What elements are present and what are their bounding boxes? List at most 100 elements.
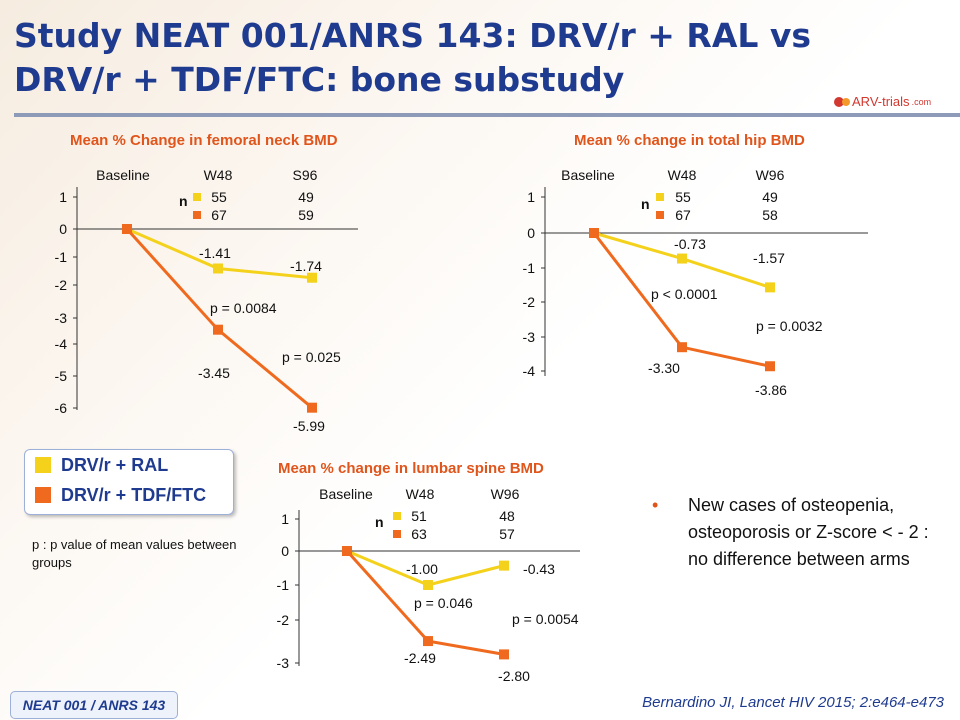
n-value: 49 bbox=[298, 189, 314, 205]
data-point bbox=[765, 282, 775, 293]
data-label: -3.86 bbox=[755, 382, 787, 398]
y-tick-label: 1 bbox=[527, 189, 535, 205]
x-category-label: W48 bbox=[204, 167, 233, 183]
y-tick-label: -1 bbox=[277, 577, 290, 593]
baseline-point bbox=[122, 224, 132, 234]
y-tick-label: 0 bbox=[281, 543, 289, 559]
y-tick-label: 0 bbox=[527, 225, 535, 241]
bullet-icon: • bbox=[652, 495, 659, 515]
y-tick-label: -2 bbox=[523, 294, 536, 310]
x-category-label: W96 bbox=[756, 167, 785, 183]
data-point bbox=[499, 560, 509, 571]
y-tick-label: -3 bbox=[277, 655, 290, 671]
logo-suffix: .com bbox=[911, 96, 932, 107]
logo-circle-icon bbox=[834, 96, 844, 107]
slide-title-line2: DRV/r + TDF/FTC: bone substudy bbox=[14, 60, 625, 99]
p-value-note: p : p value of mean values between group… bbox=[32, 537, 237, 570]
data-label: -3.30 bbox=[648, 360, 680, 376]
data-point bbox=[677, 253, 687, 264]
legend: DRV/r + RAL DRV/r + TDF/FTC bbox=[24, 449, 234, 515]
n-label: n bbox=[641, 196, 650, 212]
y-tick-label: -1 bbox=[523, 260, 536, 276]
legend-swatch-tdf bbox=[35, 487, 51, 503]
n-value: 63 bbox=[411, 526, 427, 542]
y-tick-label: -1 bbox=[55, 249, 68, 265]
n-value: 49 bbox=[762, 189, 778, 205]
n-value: 48 bbox=[499, 508, 515, 524]
data-label: -0.73 bbox=[674, 236, 706, 252]
p-value-label: p = 0.0084 bbox=[210, 300, 277, 316]
x-category-label: W48 bbox=[406, 486, 435, 502]
n-swatch bbox=[393, 530, 401, 538]
data-label: -1.57 bbox=[753, 250, 785, 266]
n-swatch bbox=[656, 211, 664, 219]
study-footer-label: NEAT 001 / ANRS 143 bbox=[10, 691, 178, 719]
baseline-point bbox=[342, 546, 352, 556]
chart-title-femoral-neck: Mean % Change in femoral neck BMD bbox=[70, 132, 338, 149]
data-label: -1.00 bbox=[406, 561, 438, 577]
n-swatch bbox=[193, 193, 201, 201]
legend-item-tdf: DRV/r + TDF/FTC bbox=[25, 480, 233, 510]
y-tick-label: -6 bbox=[55, 400, 68, 416]
n-value: 58 bbox=[762, 207, 778, 223]
data-point bbox=[677, 342, 687, 353]
title-block: Study NEAT 001/ANRS 143: DRV/r + RAL vs … bbox=[14, 14, 834, 102]
data-point bbox=[307, 272, 317, 283]
n-value: 55 bbox=[675, 189, 691, 205]
logo-circle-small-icon bbox=[842, 97, 850, 106]
data-point bbox=[213, 263, 223, 274]
n-label: n bbox=[179, 193, 188, 209]
y-tick-label: -2 bbox=[55, 277, 68, 293]
x-category-label: S96 bbox=[293, 167, 318, 183]
x-category-label: W96 bbox=[491, 486, 520, 502]
citation: Bernardino JI, Lancet HIV 2015; 2:e464-e… bbox=[642, 694, 944, 711]
legend-label-tdf: DRV/r + TDF/FTC bbox=[61, 484, 207, 505]
n-swatch bbox=[393, 512, 401, 520]
data-label: -3.45 bbox=[198, 365, 230, 381]
arv-trials-logo: ARV-trials .com bbox=[834, 94, 931, 109]
y-tick-label: -5 bbox=[55, 368, 68, 384]
data-point bbox=[765, 361, 775, 372]
y-tick-label: -4 bbox=[55, 336, 68, 352]
p-value-label: p = 0.0032 bbox=[756, 318, 823, 334]
p-value-label: p < 0.0001 bbox=[651, 286, 718, 302]
data-point bbox=[423, 580, 433, 590]
n-label: n bbox=[375, 514, 384, 530]
x-category-label: Baseline bbox=[561, 167, 615, 183]
n-value: 67 bbox=[211, 207, 227, 223]
title-divider bbox=[14, 113, 960, 117]
p-value-label: p = 0.0054 bbox=[512, 611, 579, 627]
chart-title-total-hip: Mean % change in total hip BMD bbox=[574, 132, 805, 149]
data-label: -1.41 bbox=[199, 245, 231, 261]
logo-text: ARV-trials bbox=[852, 94, 910, 109]
legend-swatch-ral bbox=[35, 457, 51, 473]
n-swatch bbox=[193, 211, 201, 219]
p-value-label: p = 0.046 bbox=[414, 595, 473, 611]
x-category-label: W48 bbox=[668, 167, 697, 183]
data-label: -5.99 bbox=[293, 418, 325, 434]
baseline-point bbox=[589, 228, 599, 238]
n-value: 51 bbox=[411, 508, 427, 524]
data-label: -2.49 bbox=[404, 650, 436, 666]
data-label: -0.43 bbox=[523, 561, 555, 577]
data-label: -1.74 bbox=[290, 258, 322, 274]
n-value: 59 bbox=[298, 207, 314, 223]
data-point bbox=[499, 649, 509, 660]
n-value: 57 bbox=[499, 526, 515, 542]
n-value: 67 bbox=[675, 207, 691, 223]
chart-title-lumbar-spine: Mean % change in lumbar spine BMD bbox=[278, 460, 544, 477]
n-value: 55 bbox=[211, 189, 227, 205]
y-tick-label: -4 bbox=[523, 363, 536, 379]
y-tick-label: -3 bbox=[523, 329, 536, 345]
y-tick-label: 1 bbox=[281, 511, 289, 527]
legend-label-ral: DRV/r + RAL bbox=[61, 454, 169, 475]
p-value-label: p = 0.025 bbox=[282, 349, 341, 365]
bullet-text: New cases of osteopenia, osteoporosis or… bbox=[688, 495, 929, 569]
y-tick-label: 0 bbox=[59, 221, 67, 237]
data-point bbox=[213, 324, 223, 335]
n-swatch bbox=[656, 193, 664, 201]
legend-item-ral: DRV/r + RAL bbox=[25, 450, 233, 480]
